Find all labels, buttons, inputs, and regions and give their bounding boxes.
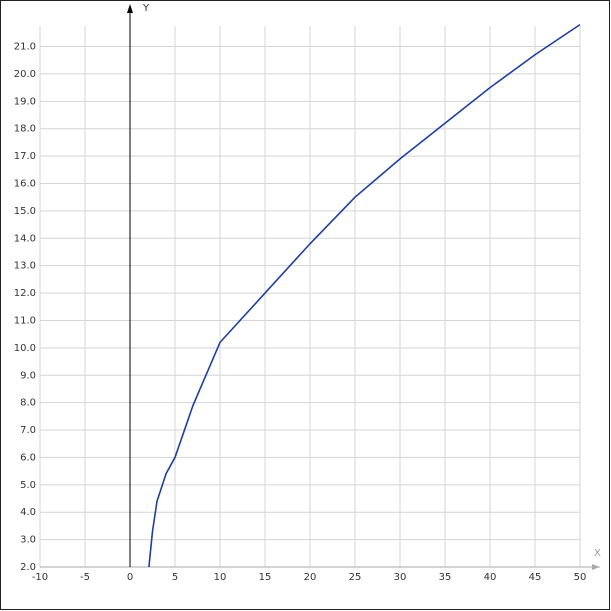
- y-tick-label: 21.0: [14, 42, 36, 53]
- y-tick-label: 16.0: [14, 179, 36, 190]
- y-tick-label: 17.0: [14, 151, 36, 162]
- x-axis-arrow: [592, 564, 600, 570]
- y-tick-label: 19.0: [14, 96, 36, 107]
- y-tick-label: 10.0: [14, 343, 36, 354]
- x-tick-label: 30: [394, 572, 407, 583]
- x-tick-label: 0: [127, 572, 133, 583]
- x-tick-label: -10: [32, 572, 48, 583]
- x-tick-label: 25: [349, 572, 362, 583]
- y-axis-label: Y: [142, 3, 150, 14]
- x-tick-label: 50: [574, 572, 587, 583]
- x-axis-label: X: [594, 548, 601, 559]
- y-tick-label: 3.0: [20, 535, 36, 546]
- y-tick-label: 13.0: [14, 261, 36, 272]
- y-tick-label: 20.0: [14, 69, 36, 80]
- y-tick-label: 14.0: [14, 233, 36, 244]
- y-tick-label: 15.0: [14, 206, 36, 217]
- x-tick-label: 15: [259, 572, 272, 583]
- y-tick-label: 11.0: [14, 315, 36, 326]
- y-axis-arrow: [127, 4, 133, 13]
- x-tick-label: 10: [214, 572, 227, 583]
- y-tick-label: 18.0: [14, 124, 36, 135]
- line-series: [148, 23, 581, 568]
- x-tick-label: -5: [80, 572, 90, 583]
- x-tick-label: 45: [529, 572, 542, 583]
- x-tick-label: 5: [172, 572, 178, 583]
- y-tick-label: 8.0: [20, 398, 36, 409]
- y-tick-label: 2.0: [20, 562, 36, 573]
- y-tick-label: 7.0: [20, 425, 36, 436]
- x-tick-label: 20: [304, 572, 317, 583]
- y-tick-label: 4.0: [20, 507, 36, 518]
- x-tick-label: 35: [439, 572, 452, 583]
- y-tick-label: 12.0: [14, 288, 36, 299]
- y-tick-label: 9.0: [20, 370, 36, 381]
- x-tick-label: 40: [484, 572, 497, 583]
- y-tick-label: 5.0: [20, 480, 36, 491]
- y-tick-label: 6.0: [20, 452, 36, 463]
